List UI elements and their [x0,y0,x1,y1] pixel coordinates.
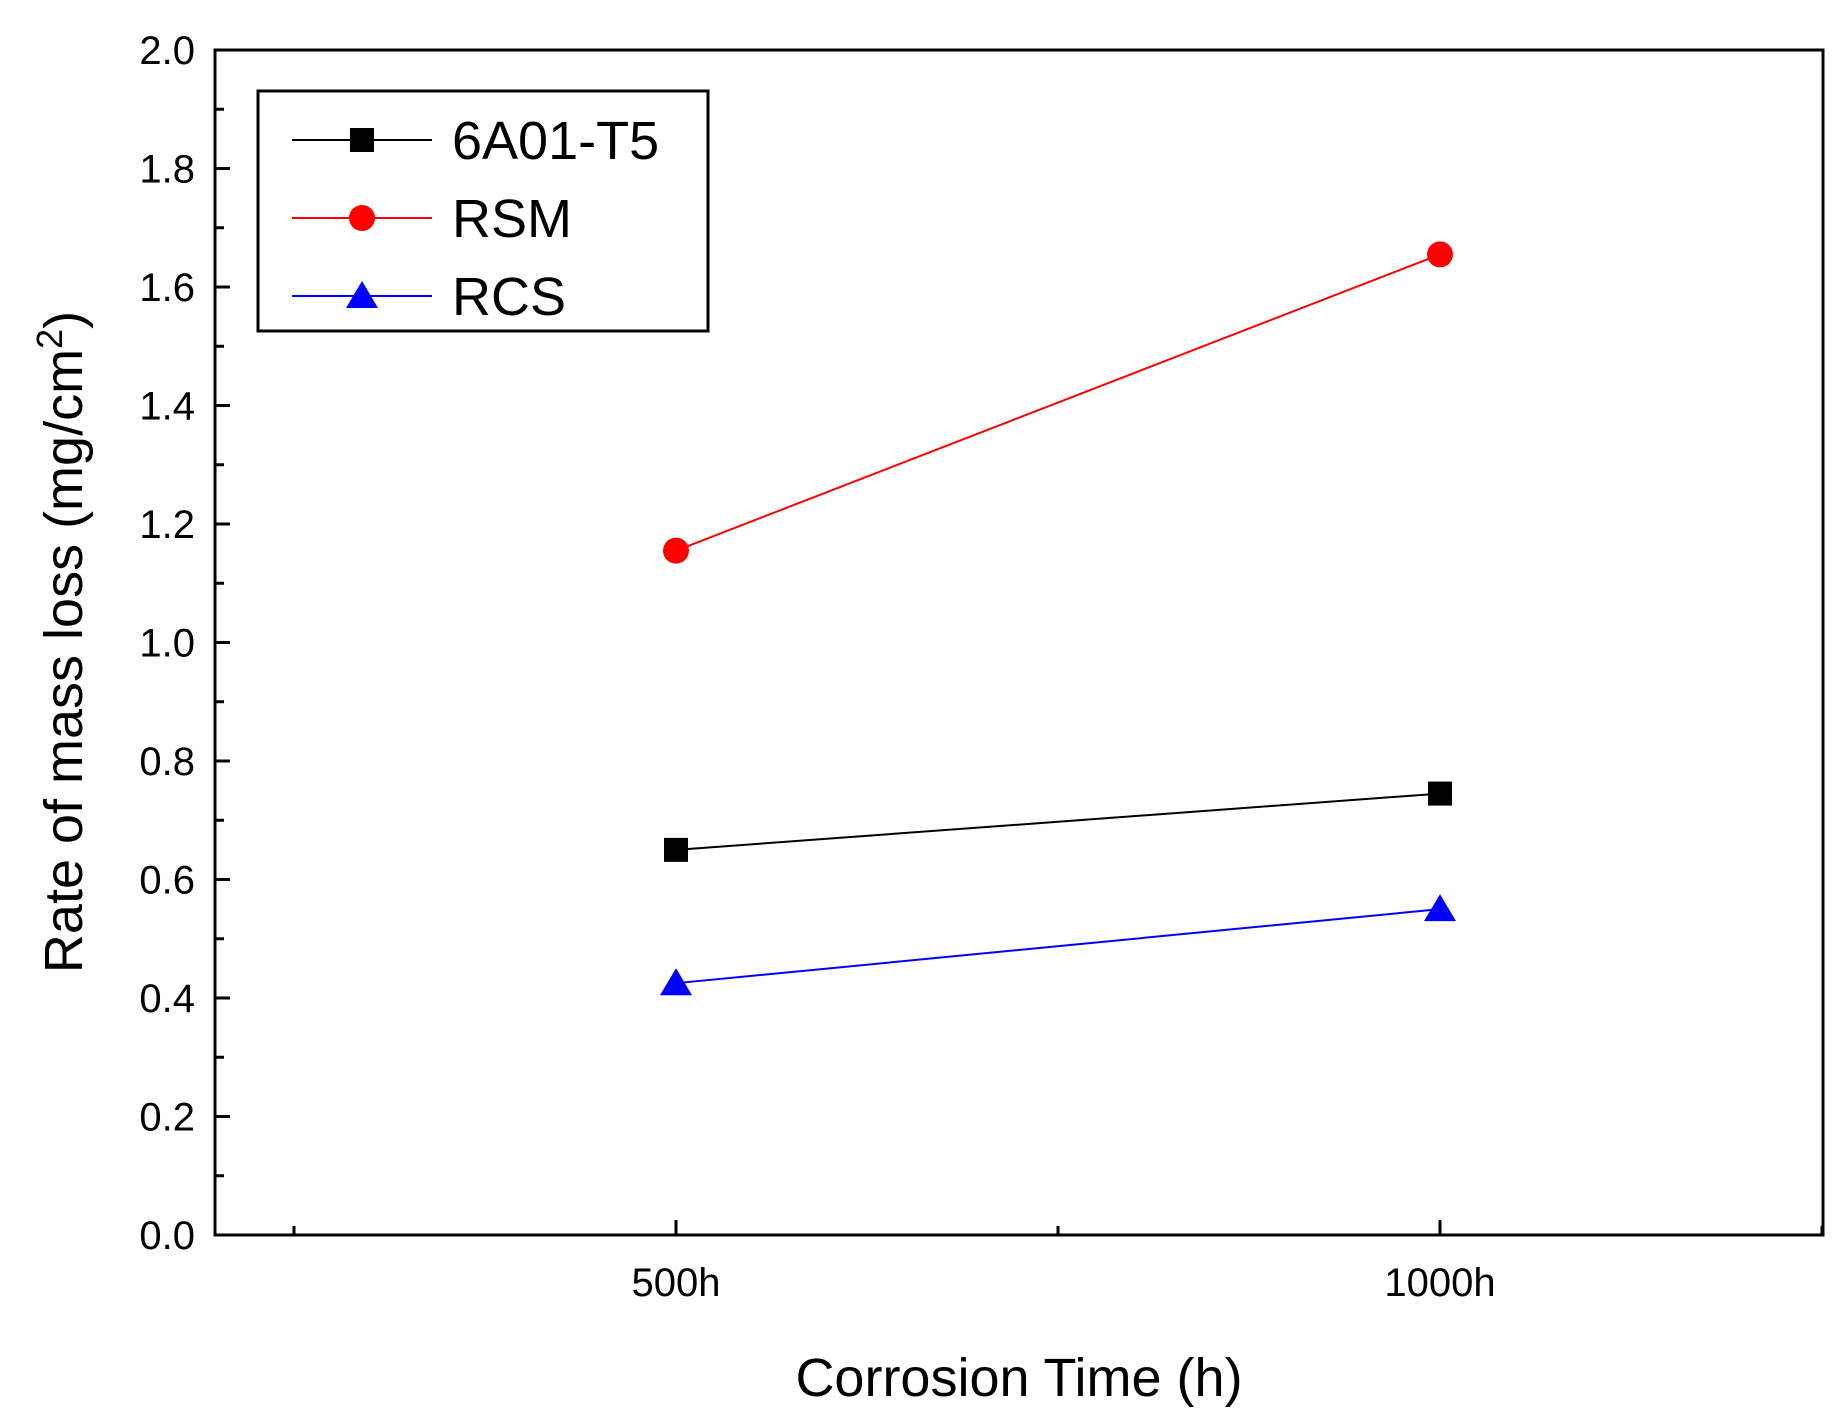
y-axis-title-main: Rate of mass loss (mg/cm [34,349,94,973]
x-tick-label: 1000h [1384,1261,1495,1305]
legend-item-6a01-t5: 6A01-T5 [292,111,659,171]
series-6a01-t5 [664,781,1452,862]
y-axis-title-superscript: 2 [29,329,70,349]
legend-label-rsm: RSM [452,189,572,249]
y-axis-title-close: ) [34,311,94,329]
legend-box [256,89,710,333]
x-axis: 500h 1000h [292,1220,1824,1305]
legend-items: 6A01-T5 RSM RCS [292,111,659,327]
y-tick-label: 0.6 [139,859,195,903]
data-point-rcs [1424,894,1456,922]
legend-item-rsm: RSM [292,189,572,249]
y-axis-title: Rate of mass loss (mg/cm2) [29,311,94,973]
y-tick-label: 0.8 [139,740,195,784]
y-tick-label: 1.0 [139,622,195,666]
y-tick-label: 1.2 [139,503,195,547]
y-tick-label: 1.4 [139,385,195,429]
series-line-rcs [675,908,1441,985]
data-point-rsm [663,537,689,564]
y-tick-label: 0.0 [139,1214,195,1258]
series-line-6a01-t5 [675,792,1441,851]
x-axis-title: Corrosion Time (h) [795,1348,1242,1408]
data-point-6a01-t5 [664,837,688,862]
legend-item-rcs: RCS [292,267,566,327]
legend-marker-6a01-t5 [350,128,374,152]
y-tick-label: 2.0 [139,29,195,73]
series-line-rsm [675,253,1441,552]
y-tick-label: 0.2 [139,1096,195,1140]
y-tick-label: 0.4 [139,977,195,1021]
y-tick-label: 1.6 [139,266,195,310]
legend-marker-rsm [349,205,375,231]
legend-label-6a01-t5: 6A01-T5 [452,111,659,171]
y-axis: 0.0 0.2 0.4 0.6 0.8 1.0 1.2 1.4 1.6 1.8 2.0 [139,29,230,1258]
legend: 6A01-T5 RSM RCS [256,89,710,333]
y-tick-label: 1.8 [139,148,195,192]
data-point-rcs [660,968,692,996]
series-rcs [660,894,1456,996]
legend-marker-rcs [346,281,378,308]
series-layer [660,241,1456,996]
data-point-6a01-t5 [1428,781,1452,806]
data-point-rsm [1427,241,1453,268]
series-rsm [663,241,1453,564]
legend-label-rcs: RCS [452,267,566,327]
x-tick-label: 500h [632,1261,721,1305]
